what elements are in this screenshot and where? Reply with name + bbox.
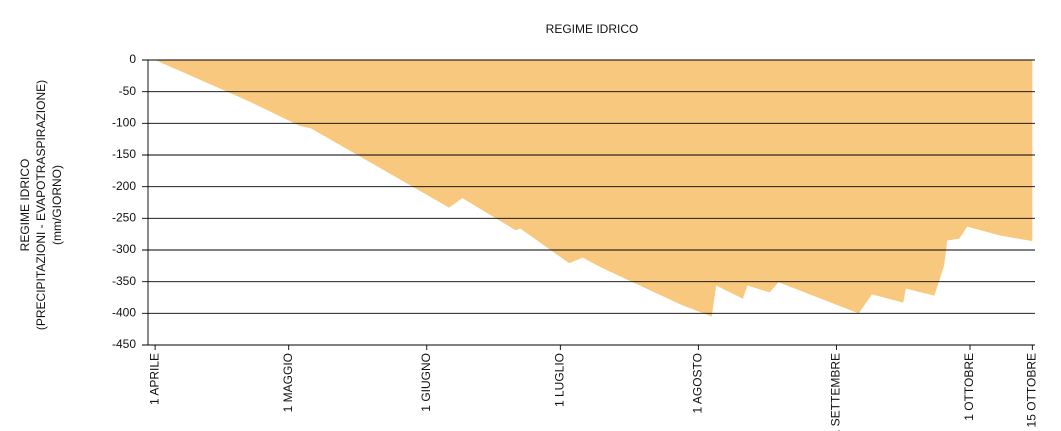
y-tick-label: -200: [112, 179, 136, 193]
y-tick-label: -300: [112, 242, 136, 256]
y-tick-label: -150: [112, 147, 136, 161]
y-tick-label: -100: [112, 116, 136, 130]
x-tick-label: 1 APRILE: [147, 353, 161, 405]
y-tick-label: -400: [112, 306, 136, 320]
chart-title: REGIME IDRICO: [546, 22, 639, 36]
y-tick-label: -250: [112, 211, 136, 225]
y-tick-label: -450: [112, 337, 136, 351]
area: [155, 60, 1033, 317]
y-tick-label: -50: [119, 84, 137, 98]
x-tick-label: 1 AGOSTO: [691, 353, 705, 413]
x-tick-label: 1 MAGGIO: [281, 353, 295, 412]
x-tick-label: 1 SETTEMBRE: [829, 353, 843, 431]
y-tick-label: 0: [129, 52, 136, 66]
x-tick-label: 15 OTTOBRE: [1025, 353, 1039, 427]
y-label-line: (mm/GIORNO): [50, 165, 64, 245]
x-tick-label: 1 GIUGNO: [419, 353, 433, 412]
y-label-line: REGIME IDRICO: [18, 159, 32, 252]
y-tick-label: -350: [112, 274, 136, 288]
x-tick-label: 1 LUGLIO: [553, 353, 567, 407]
y-axis-label: REGIME IDRICO (PRECIPITAZIONI - EVAPOTRA…: [18, 80, 64, 330]
x-tick-label: 1 OTTOBRE: [962, 353, 976, 421]
y-label-line: (PRECIPITAZIONI - EVAPOTRASPIRAZIONE): [34, 80, 48, 330]
